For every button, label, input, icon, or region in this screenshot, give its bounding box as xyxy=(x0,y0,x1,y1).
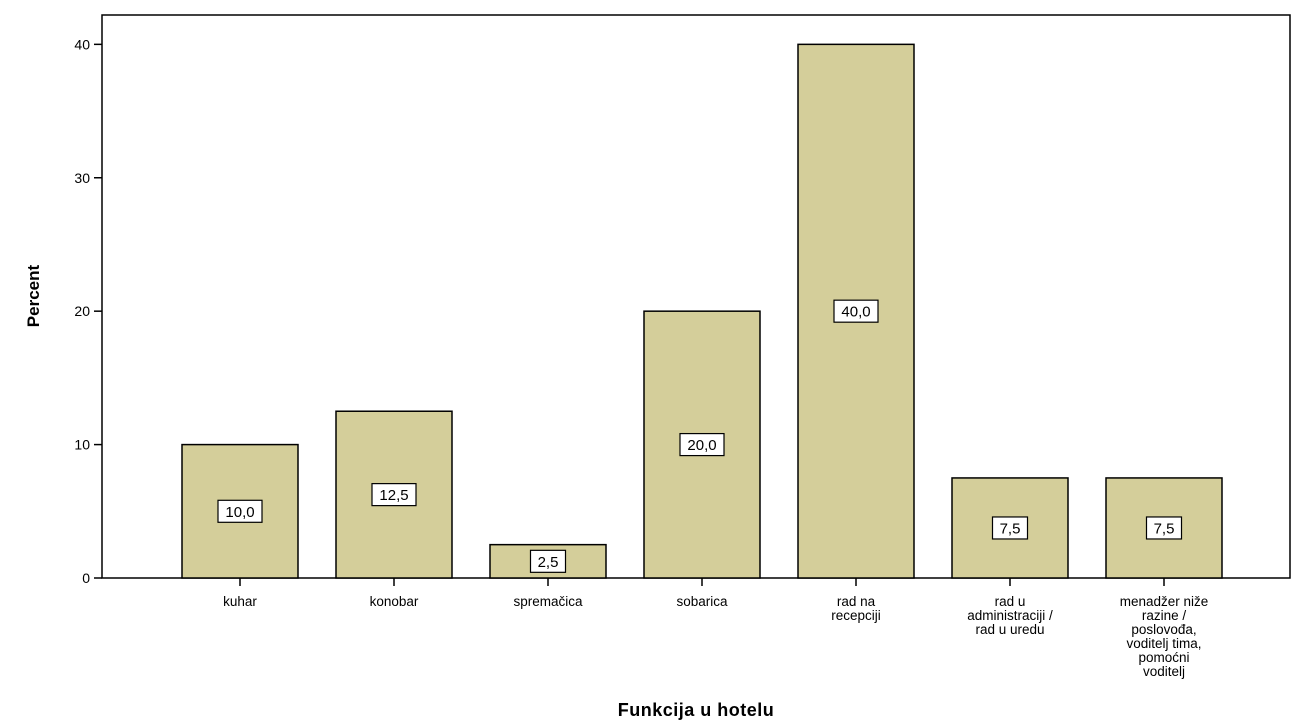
x-tick-label: konobar xyxy=(370,594,419,609)
y-tick-label: 10 xyxy=(74,437,90,453)
data-label-box xyxy=(1145,516,1183,540)
data-label: 40,0 xyxy=(841,304,870,321)
data-label: 10,0 xyxy=(225,504,254,521)
data-label: 7,5 xyxy=(1000,520,1021,537)
y-axis-title: Percent xyxy=(24,264,43,327)
data-label: 2,5 xyxy=(538,554,559,571)
bars: 10,0 12,5 2,5 20,0 40,0 7,5 7,5 xyxy=(181,43,1223,579)
y-tick-label: 0 xyxy=(82,570,90,586)
data-label-box xyxy=(529,549,567,573)
data-label-box xyxy=(217,499,263,523)
y-tick-label: 20 xyxy=(74,303,90,319)
x-tick-label: sobarica xyxy=(676,594,728,609)
data-label-box xyxy=(371,483,417,507)
data-label-box xyxy=(833,299,879,323)
x-tick-label: menadžer niže razine / poslovođa, voditelj … xyxy=(1120,594,1209,679)
y-axis: 0 10 20 30 40 xyxy=(74,36,102,586)
data-label-box xyxy=(991,516,1029,540)
data-label: 7,5 xyxy=(1154,520,1175,537)
x-tick-label: rad u administraciji / rad u uredu xyxy=(967,594,1053,637)
x-tick-label: spremačica xyxy=(513,594,583,609)
x-axis-title: Funkcija u hotelu xyxy=(618,700,775,720)
data-label: 12,5 xyxy=(379,487,408,504)
data-label-box xyxy=(679,432,725,457)
y-tick-label: 40 xyxy=(74,36,90,52)
data-label: 20,0 xyxy=(687,437,716,454)
y-tick-label: 30 xyxy=(74,170,90,186)
x-axis: kuhar konobar spremačica sobarica rad na rece… xyxy=(223,578,1208,679)
x-tick-label: kuhar xyxy=(223,594,257,609)
x-tick-label: rad na recepciji xyxy=(831,594,881,623)
